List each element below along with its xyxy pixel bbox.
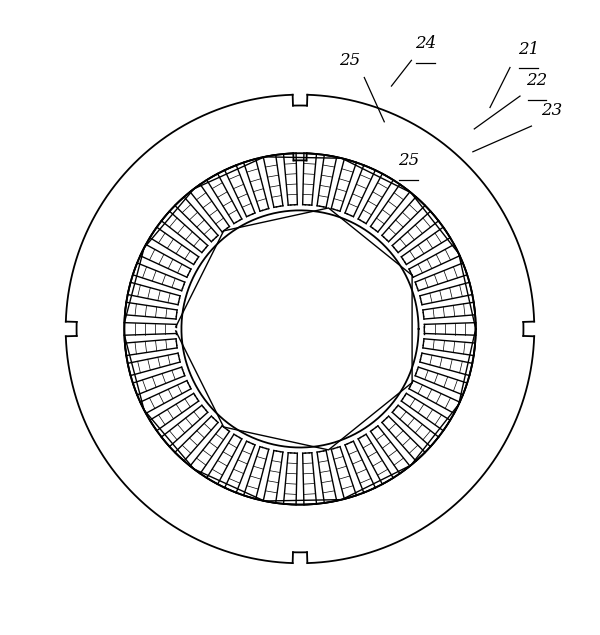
Text: 22: 22 — [527, 72, 548, 89]
Text: 25: 25 — [398, 152, 419, 169]
Text: 21: 21 — [518, 41, 539, 58]
Text: 24: 24 — [415, 35, 436, 52]
Text: 23: 23 — [541, 102, 562, 119]
Text: 25: 25 — [340, 52, 361, 69]
